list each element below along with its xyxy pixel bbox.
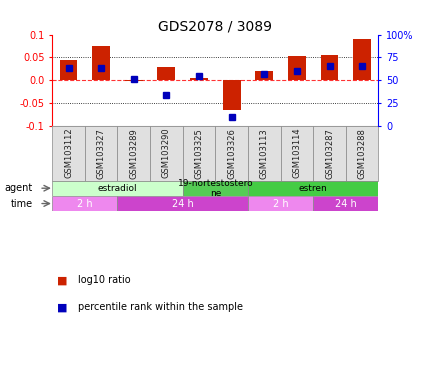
FancyBboxPatch shape [312,196,378,211]
FancyBboxPatch shape [182,181,247,195]
Bar [125,80,142,81]
Bar [157,68,175,80]
FancyBboxPatch shape [150,126,182,180]
Bar [59,60,77,80]
FancyBboxPatch shape [85,126,117,180]
Bar [92,46,110,80]
FancyBboxPatch shape [117,126,150,180]
Text: GSM103325: GSM103325 [194,128,203,179]
Text: estradiol: estradiol [97,184,137,193]
FancyBboxPatch shape [182,126,215,180]
Text: ■: ■ [56,302,67,312]
Text: GSM103112: GSM103112 [64,128,73,179]
Bar [190,78,207,80]
FancyBboxPatch shape [247,126,280,180]
Text: ■: ■ [56,275,67,285]
Title: GDS2078 / 3089: GDS2078 / 3089 [158,20,272,33]
Bar [352,39,370,80]
Text: GSM103290: GSM103290 [161,128,171,179]
Text: 19-nortestostero
ne: 19-nortestostero ne [177,179,253,198]
FancyBboxPatch shape [52,126,85,180]
Text: log10 ratio: log10 ratio [78,275,131,285]
Text: GSM103288: GSM103288 [357,128,366,179]
Text: time: time [10,199,33,209]
Bar [320,55,338,80]
Text: GSM103113: GSM103113 [259,128,268,179]
Text: GSM103114: GSM103114 [292,128,301,179]
FancyBboxPatch shape [247,181,378,195]
Text: 24 h: 24 h [334,199,356,209]
Text: GSM103289: GSM103289 [129,128,138,179]
Text: GSM103326: GSM103326 [227,128,236,179]
Text: GSM103327: GSM103327 [96,128,105,179]
FancyBboxPatch shape [52,196,117,211]
Text: percentile rank within the sample: percentile rank within the sample [78,302,243,312]
Text: agent: agent [4,183,33,193]
Bar [222,80,240,110]
Bar [287,56,305,80]
FancyBboxPatch shape [280,126,312,180]
FancyBboxPatch shape [247,196,312,211]
FancyBboxPatch shape [52,181,182,195]
Text: 24 h: 24 h [171,199,193,209]
FancyBboxPatch shape [215,126,247,180]
Text: GSM103287: GSM103287 [324,128,333,179]
Bar [255,71,273,80]
FancyBboxPatch shape [312,126,345,180]
Text: 2 h: 2 h [272,199,288,209]
FancyBboxPatch shape [345,126,378,180]
Text: estren: estren [298,184,327,193]
FancyBboxPatch shape [117,196,247,211]
Text: 2 h: 2 h [77,199,92,209]
